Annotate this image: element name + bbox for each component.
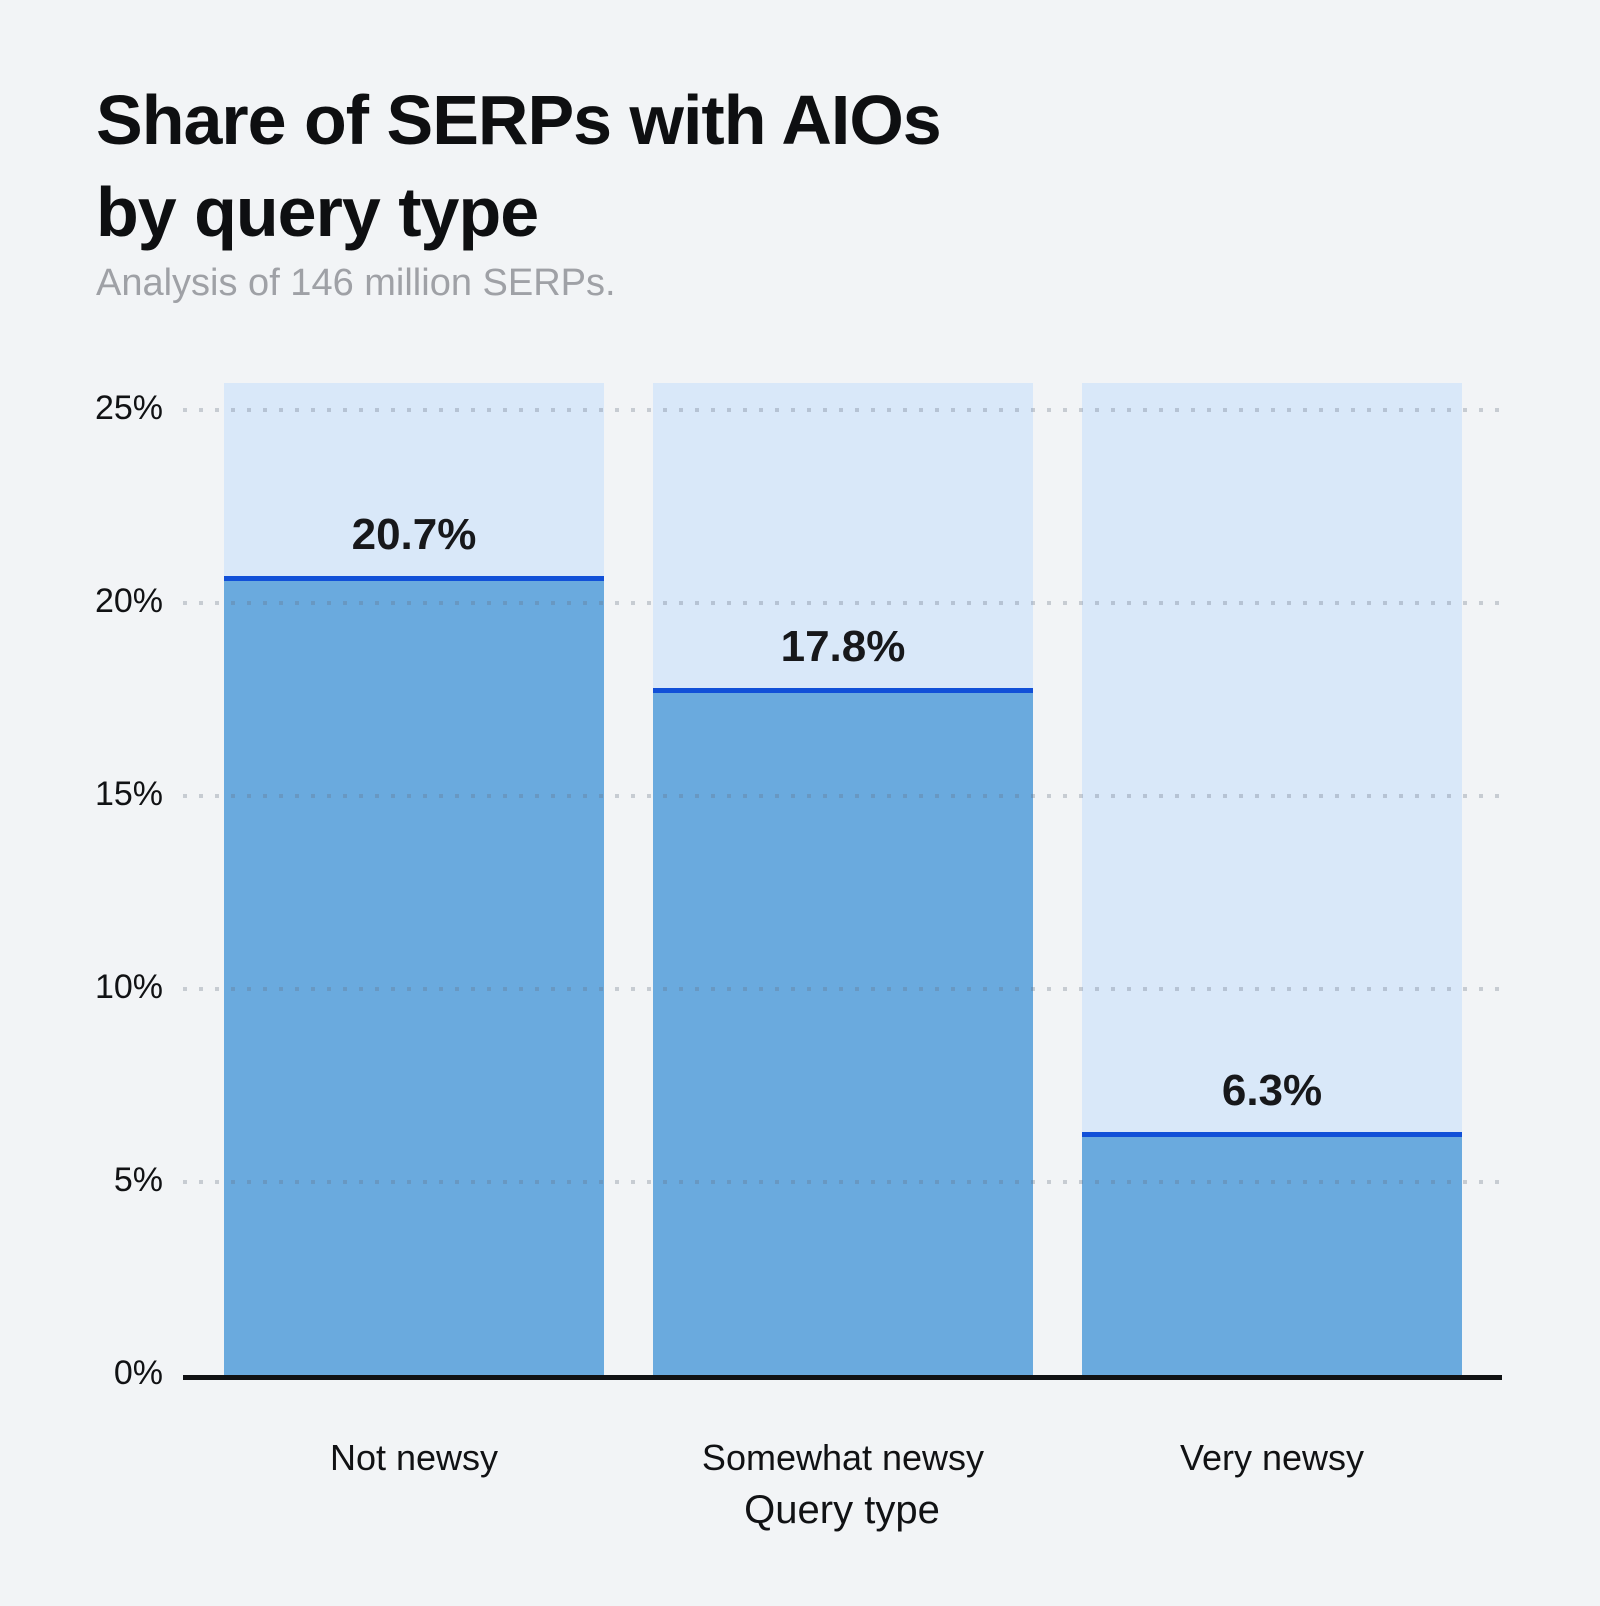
y-tick-label-10: 10% [94,968,163,1006]
bar-value-label: 6.3% [1221,1065,1323,1115]
bar-value-label: 17.8% [780,621,906,671]
gridline-10 [183,987,1502,991]
chart-title: Share of SERPs with AIOs by query type [96,74,942,258]
gridline-5 [183,1180,1502,1184]
x-axis-line [183,1375,1502,1380]
x-tick-label-not-newsy: Not newsy [329,1437,499,1478]
x-axis-title: Query type [744,1488,940,1532]
chart-subtitle: Analysis of 146 million SERPs. [96,262,616,304]
gridline-20 [183,601,1502,605]
bar-column-not-newsy: 20.7% [224,383,604,1375]
chart-title-line1: Share of SERPs with AIOs [96,81,942,159]
y-tick-label-5: 5% [113,1161,163,1199]
y-tick-label-25: 25% [94,389,163,428]
chart-title-line2: by query type [96,173,539,251]
y-tick-label-0: 0% [113,1354,163,1392]
plot-area: 20.7% 17.8% 6.3% [183,383,1502,1375]
y-tick-label-15: 15% [94,775,163,813]
bar-value-label: 20.7% [351,510,477,559]
x-tick-label-very-newsy: Very newsy [1179,1437,1365,1478]
gridline-15 [183,794,1502,798]
y-tick-label-20: 20% [94,582,163,620]
bar-fill [224,576,604,1375]
gridline-25 [183,408,1502,413]
bar-fill [653,687,1033,1375]
x-tick-label-somewhat-newsy: Somewhat newsy [701,1437,985,1478]
bar-fill [1082,1131,1462,1375]
bar-column-very-newsy: 6.3% [1082,383,1462,1375]
bar-column-somewhat-newsy: 17.8% [653,383,1033,1375]
